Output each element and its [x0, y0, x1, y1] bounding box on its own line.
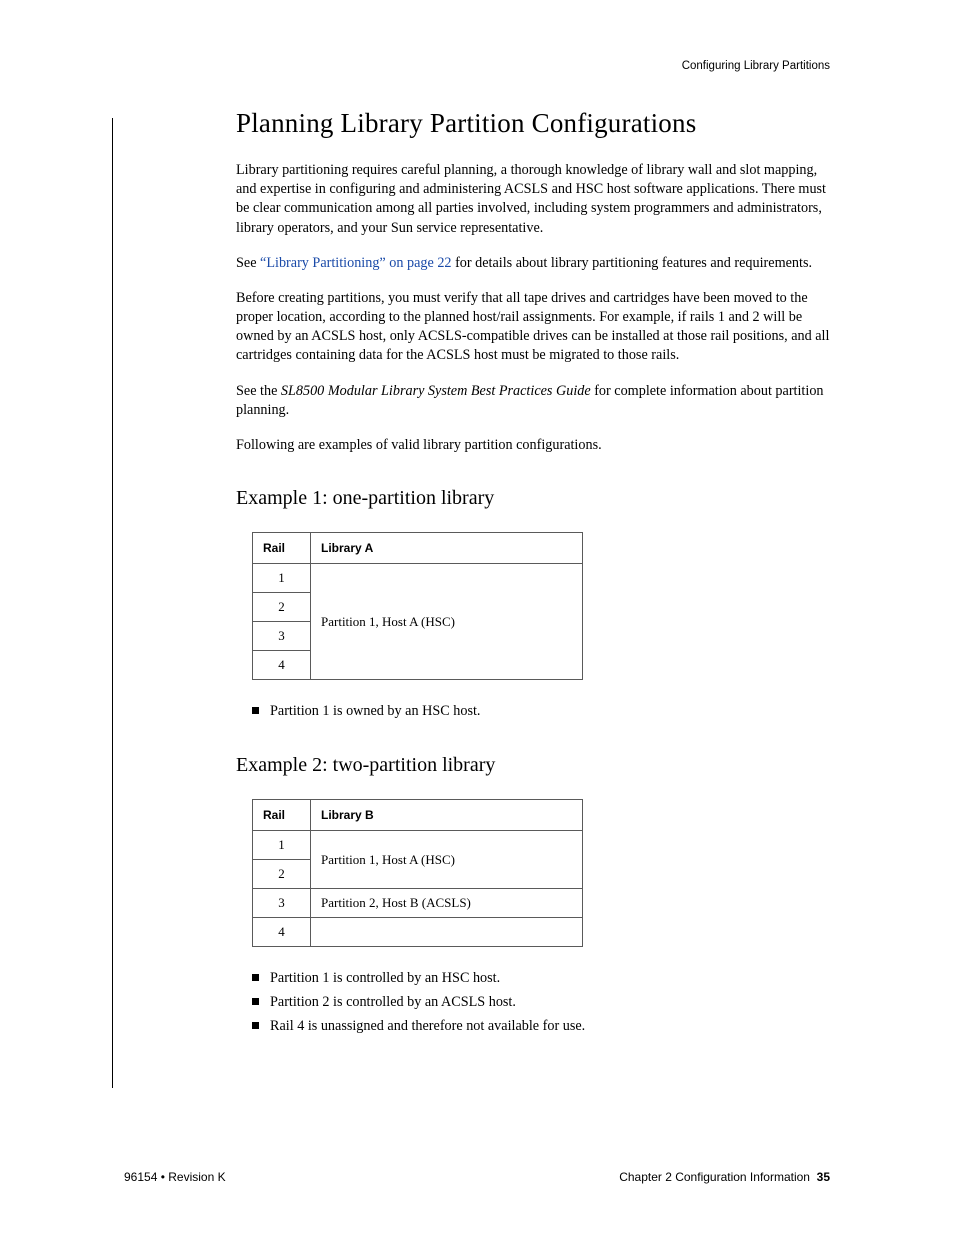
- section-vertical-rule: [112, 118, 113, 1088]
- partition-cell: Partition 2, Host B (ACSLS): [311, 889, 583, 918]
- table-header-row: Rail Library A: [253, 533, 583, 564]
- rail-cell: 2: [253, 593, 311, 622]
- footer-left: 96154 • Revision K: [124, 1170, 226, 1184]
- intro-paragraph-3: Before creating partitions, you must ver…: [236, 289, 830, 366]
- list-item: Partition 1 is owned by an HSC host.: [252, 700, 830, 722]
- list-item: Rail 4 is unassigned and therefore not a…: [252, 1015, 830, 1037]
- col-header-library: Library B: [311, 800, 583, 831]
- footer-chapter-label: Chapter 2 Configuration Information: [619, 1170, 816, 1184]
- partition-cell: Partition 1, Host A (HSC): [311, 831, 583, 889]
- table-row: 1 Partition 1, Host A (HSC): [253, 831, 583, 860]
- intro-paragraph-2: See “Library Partitioning” on page 22 fo…: [236, 254, 830, 273]
- intro-paragraph-4: See the SL8500 Modular Library System Be…: [236, 382, 830, 420]
- rail-cell: 1: [253, 564, 311, 593]
- page-footer: 96154 • Revision K Chapter 2 Configurati…: [124, 1170, 830, 1184]
- p2-pre: See: [236, 255, 260, 271]
- example-2-title: Example 2: two-partition library: [236, 754, 830, 777]
- rail-cell: 4: [253, 918, 311, 947]
- example-2-bullets: Partition 1 is controlled by an HSC host…: [252, 967, 830, 1037]
- col-header-rail: Rail: [253, 533, 311, 564]
- footer-right: Chapter 2 Configuration Information 35: [619, 1170, 830, 1184]
- table-header-row: Rail Library B: [253, 800, 583, 831]
- table-row: 3 Partition 2, Host B (ACSLS): [253, 889, 583, 918]
- partition-cell: Partition 1, Host A (HSC): [311, 564, 583, 680]
- intro-paragraph-1: Library partitioning requires careful pl…: [236, 161, 830, 238]
- intro-paragraph-5: Following are examples of valid library …: [236, 436, 830, 455]
- example-1-bullets: Partition 1 is owned by an HSC host.: [252, 700, 830, 722]
- rail-cell: 3: [253, 622, 311, 651]
- list-item: Partition 1 is controlled by an HSC host…: [252, 967, 830, 989]
- col-header-library: Library A: [311, 533, 583, 564]
- library-partitioning-xref-link[interactable]: “Library Partitioning” on page 22: [260, 255, 451, 271]
- partition-cell-empty: [311, 918, 583, 947]
- rail-cell: 2: [253, 860, 311, 889]
- page-container: Configuring Library Partitions Planning …: [124, 60, 830, 1045]
- page-title: Planning Library Partition Configuration…: [236, 108, 830, 139]
- table-row: 1 Partition 1, Host A (HSC): [253, 564, 583, 593]
- main-content: Planning Library Partition Configuration…: [236, 108, 830, 1037]
- rail-cell: 3: [253, 889, 311, 918]
- running-header: Configuring Library Partitions: [124, 60, 830, 72]
- col-header-rail: Rail: [253, 800, 311, 831]
- example-1-table: Rail Library A 1 Partition 1, Host A (HS…: [252, 532, 583, 680]
- rail-cell: 1: [253, 831, 311, 860]
- footer-page-number: 35: [817, 1170, 830, 1184]
- list-item: Partition 2 is controlled by an ACSLS ho…: [252, 991, 830, 1013]
- example-1-title: Example 1: one-partition library: [236, 487, 830, 510]
- example-2-table: Rail Library B 1 Partition 1, Host A (HS…: [252, 799, 583, 947]
- rail-cell: 4: [253, 651, 311, 680]
- p2-post: for details about library partitioning f…: [452, 255, 812, 271]
- best-practices-guide-title: SL8500 Modular Library System Best Pract…: [281, 383, 591, 399]
- p4-pre: See the: [236, 383, 281, 399]
- table-row: 4: [253, 918, 583, 947]
